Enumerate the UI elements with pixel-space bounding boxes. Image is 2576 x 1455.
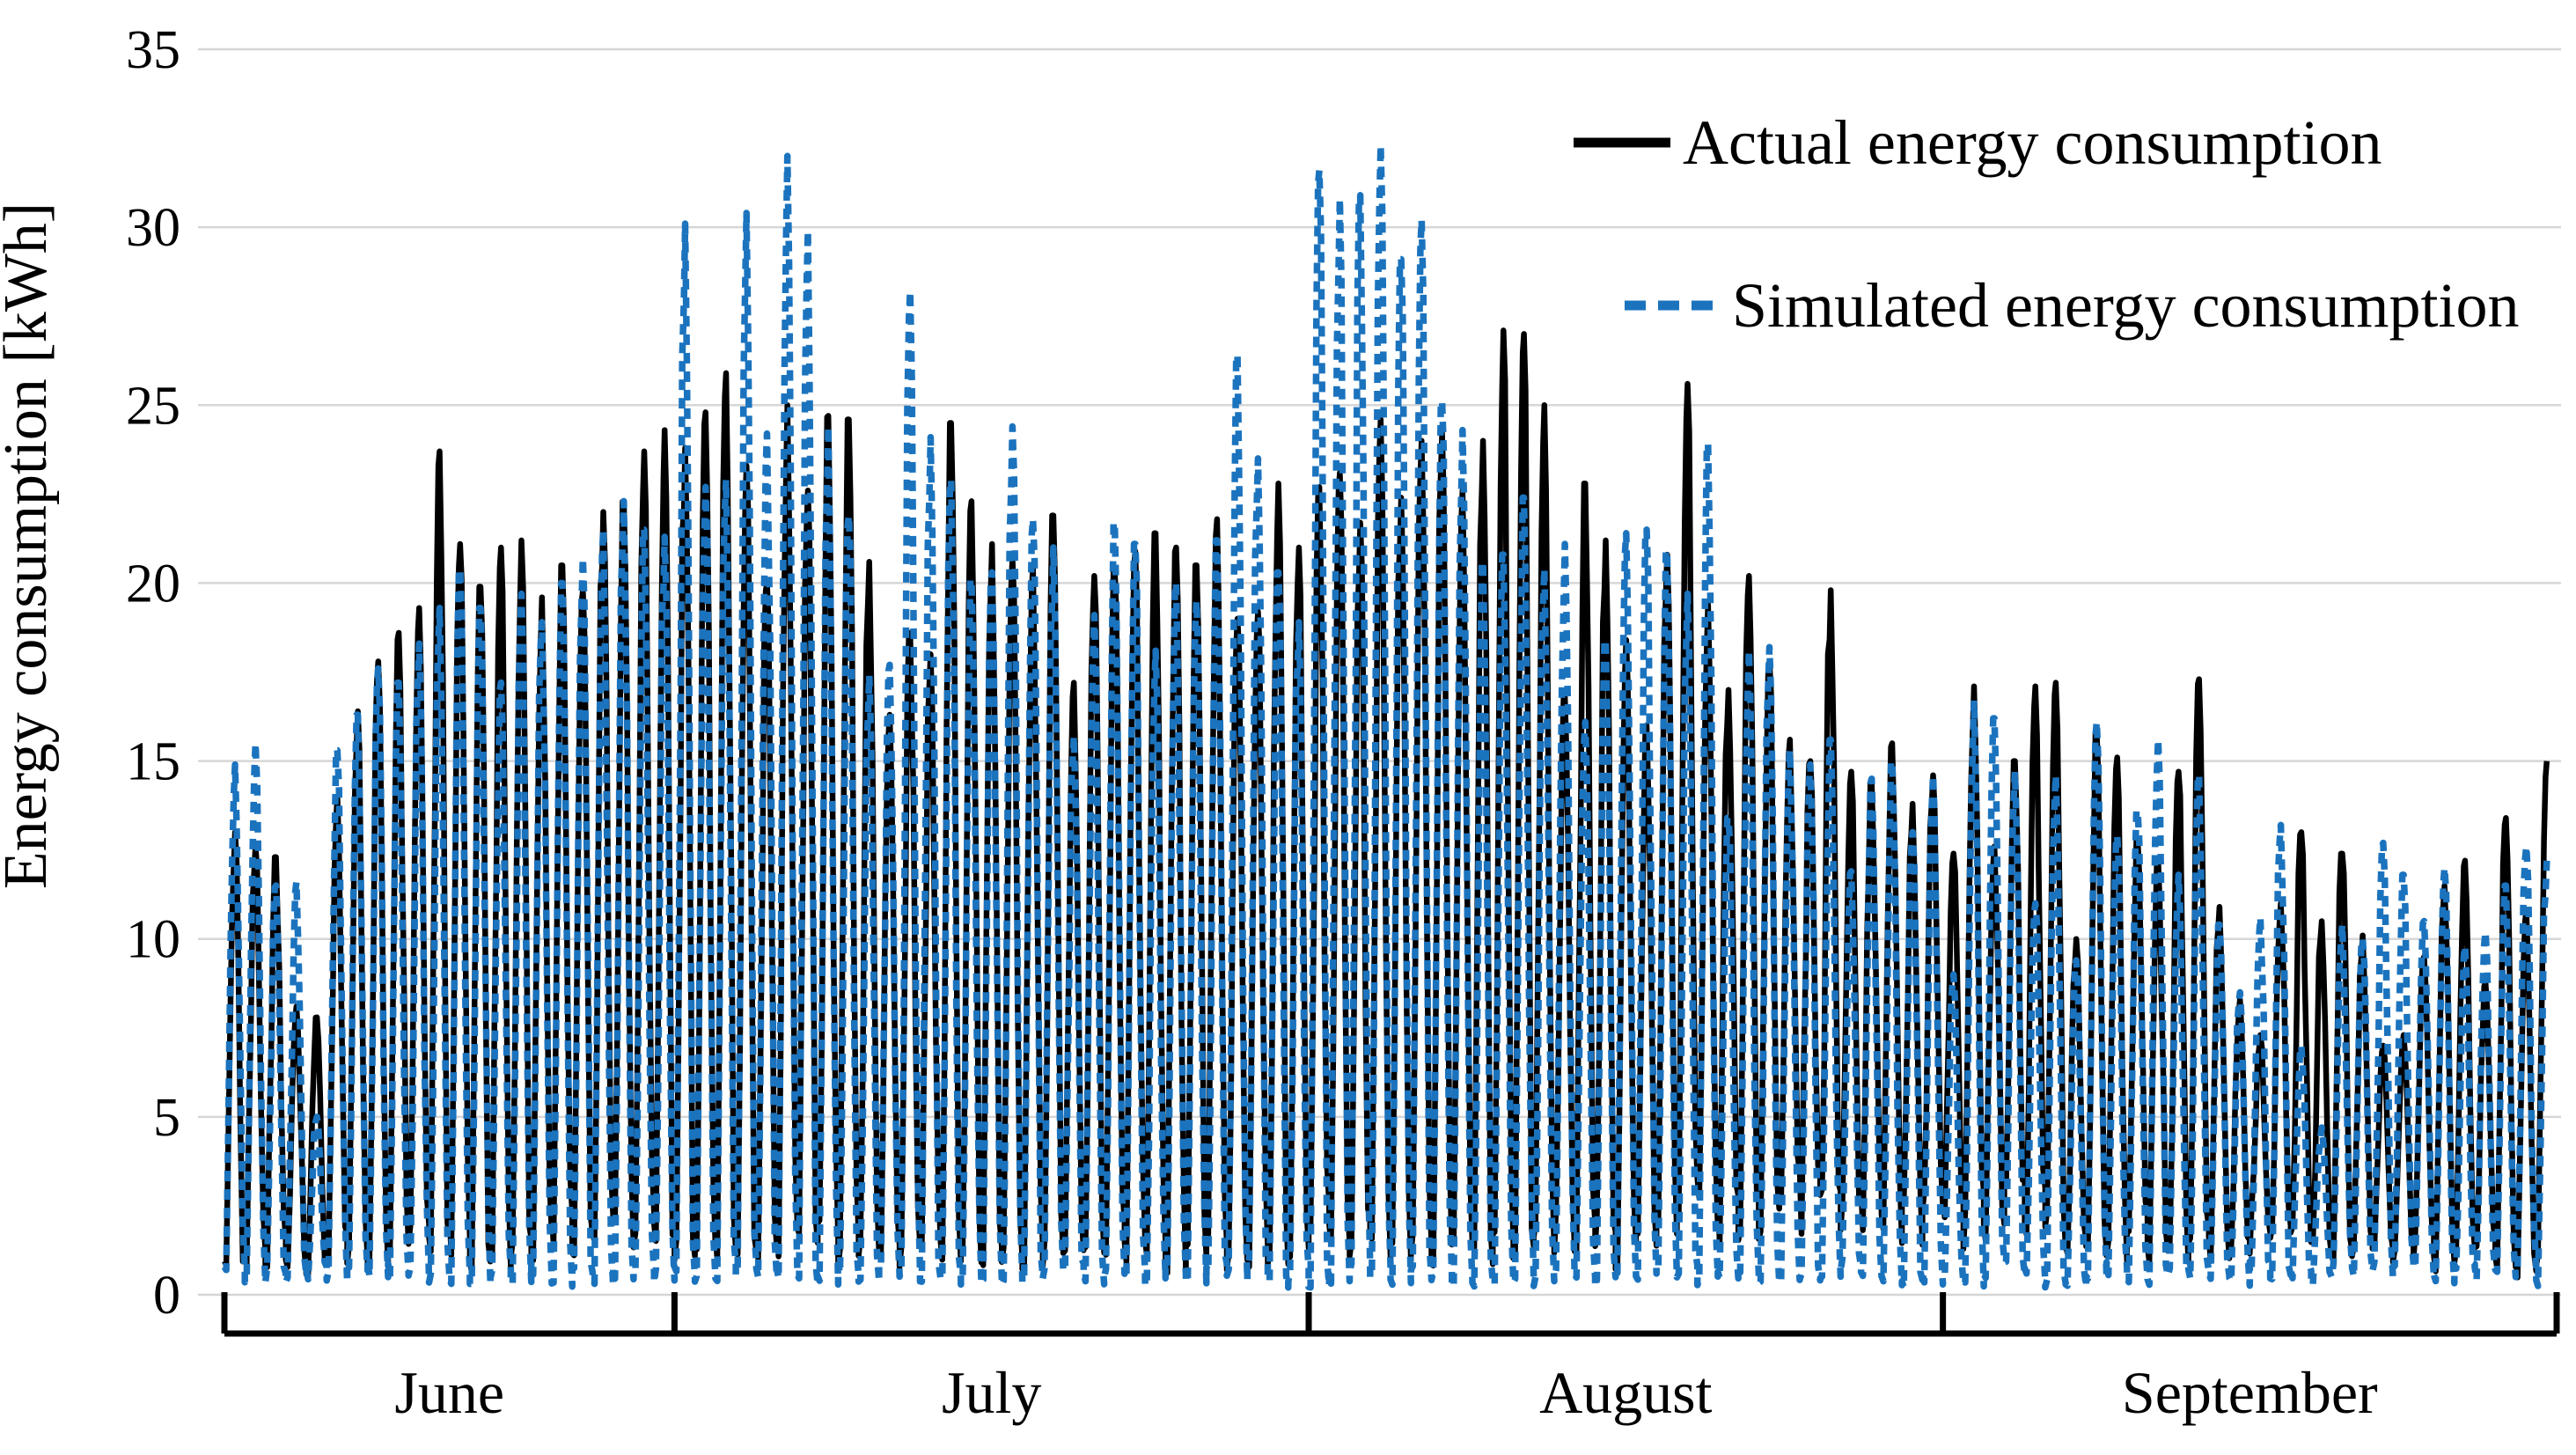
y-axis-tick-labels: 0 5 10 15 20 25 30 35 (126, 20, 180, 1326)
x-axis-bracket: June July August September (221, 1292, 2560, 1426)
month-label-august: August (1539, 1359, 1713, 1426)
legend-label-simulated: Simulated energy consumption (1732, 270, 2520, 341)
y-tick-label-25: 25 (126, 376, 180, 436)
y-axis-title: Energy consumption [kWh] (0, 202, 60, 889)
y-tick-label-35: 35 (126, 20, 180, 80)
legend-item-simulated: Simulated energy consumption (1625, 270, 2520, 341)
month-label-september: September (2122, 1359, 2378, 1426)
y-tick-label-0: 0 (153, 1266, 180, 1326)
legend: Actual energy consumption Simulated energ… (1574, 107, 2520, 341)
y-tick-label-10: 10 (126, 910, 180, 970)
series-simulated-line (221, 142, 2550, 1291)
y-tick-label-30: 30 (126, 198, 180, 258)
y-tick-label-5: 5 (153, 1088, 180, 1148)
y-tick-label-15: 15 (126, 732, 180, 792)
month-label-july: July (942, 1359, 1041, 1426)
month-label-june: June (394, 1359, 504, 1426)
y-tick-label-20: 20 (126, 554, 180, 614)
legend-item-actual: Actual energy consumption (1574, 107, 2382, 178)
legend-label-actual: Actual energy consumption (1683, 107, 2382, 178)
